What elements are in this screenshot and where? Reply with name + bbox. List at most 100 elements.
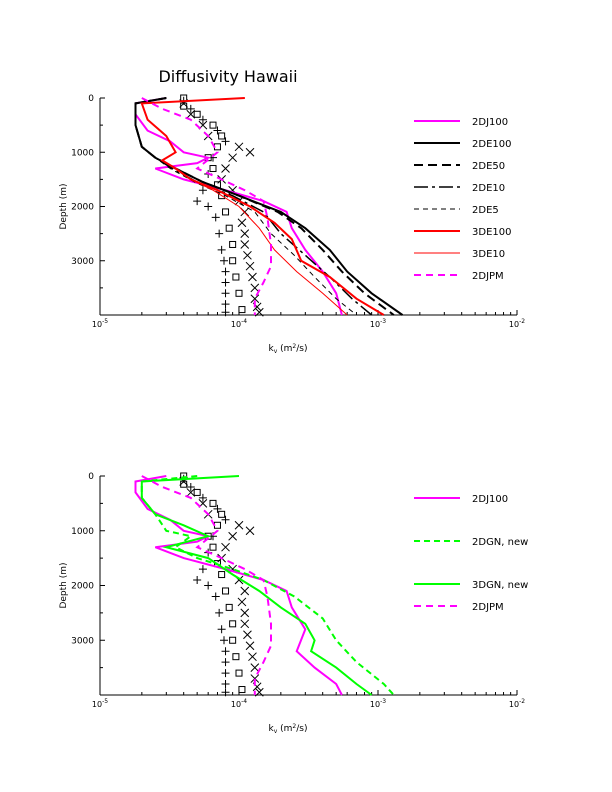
obs-square-marker xyxy=(225,603,233,611)
obs-plus-marker xyxy=(221,658,230,667)
obs-plus-marker xyxy=(204,581,213,590)
legend-label: 2DE10 xyxy=(472,183,505,194)
obs-plus-marker xyxy=(221,267,230,276)
series-line-2de50 xyxy=(134,97,395,316)
obs-cross-marker xyxy=(234,142,244,152)
x-tick-label: 10-4 xyxy=(231,698,247,709)
obs-square-marker xyxy=(209,543,217,551)
obs-plus-marker xyxy=(186,482,195,491)
obs-cross-marker xyxy=(245,641,255,651)
y-tick-label: 2000 xyxy=(71,582,94,592)
obs-plus-marker xyxy=(220,256,229,265)
obs-square-marker xyxy=(225,224,233,232)
obs-cross-marker xyxy=(186,488,196,497)
obs-square-marker xyxy=(229,636,237,644)
x-tick-label: 10-3 xyxy=(370,698,386,709)
obs-square-marker xyxy=(222,208,230,216)
legend-label: 2DJPM xyxy=(472,602,504,613)
obs-plus-marker xyxy=(198,565,207,574)
obs-cross-marker xyxy=(240,619,250,629)
obs-plus-marker xyxy=(221,308,230,317)
obs-plus-marker xyxy=(193,576,202,585)
obs-square-marker xyxy=(209,499,217,507)
obs-cross-marker xyxy=(228,531,237,541)
obs-square-marker xyxy=(209,121,217,129)
obs-cross-marker xyxy=(243,630,252,640)
legend-label: 2DJ100 xyxy=(472,494,508,505)
obs-plus-marker xyxy=(213,504,222,513)
obs-plus-marker xyxy=(221,647,230,656)
legend-label: 2DE50 xyxy=(472,161,505,172)
obs-plus-marker xyxy=(217,625,226,634)
obs-cross-marker xyxy=(234,520,244,530)
series-line-2djpm xyxy=(141,475,272,695)
chart-title: Diffusivity Hawaii xyxy=(158,67,297,86)
legend-label: 2DE5 xyxy=(472,205,499,216)
y-tick-label: 0 xyxy=(88,472,94,482)
obs-cross-marker xyxy=(240,229,250,238)
y-tick-label: 3000 xyxy=(71,636,94,646)
obs-plus-marker xyxy=(220,636,229,645)
obs-cross-marker xyxy=(245,147,255,157)
obs-cross-marker xyxy=(240,586,250,596)
obs-square-marker xyxy=(229,257,237,265)
obs-cross-marker xyxy=(250,674,260,683)
y-tick-label: 3000 xyxy=(71,257,94,267)
obs-plus-marker xyxy=(221,669,230,678)
obs-plus-marker xyxy=(215,229,224,238)
obs-cross-marker xyxy=(248,272,257,282)
obs-plus-marker xyxy=(221,300,230,309)
obs-plus-marker xyxy=(221,137,230,146)
bottom-chart-panel: 0 1000 2000 3000 10-5 10-4 10-3 10-2 kv (m2/s) De… xyxy=(59,472,528,735)
x-axis-label: kv (m2/s) xyxy=(269,343,308,355)
obs-square-marker xyxy=(209,165,217,173)
obs-cross-marker xyxy=(221,164,230,173)
x-tick-label: 10-4 xyxy=(231,318,247,329)
legend-label: 2DGN, new xyxy=(472,537,528,548)
y-tick-label: 2000 xyxy=(71,203,94,213)
obs-cross-marker xyxy=(245,526,255,536)
series-line-2dj100 xyxy=(134,475,343,696)
legend-label: 3DE100 xyxy=(472,227,511,238)
obs-cross-marker xyxy=(248,652,257,662)
obs-square-marker xyxy=(238,306,246,314)
obs-cross-marker xyxy=(245,261,255,271)
x-tick-label: 10-5 xyxy=(92,698,108,709)
obs-plus-marker xyxy=(211,213,220,222)
obs-square-marker xyxy=(180,480,188,488)
series-line-3de10 xyxy=(141,97,348,316)
obs-plus-marker xyxy=(198,115,207,124)
obs-plus-marker xyxy=(221,278,230,287)
obs-square-marker xyxy=(218,571,226,579)
obs-square-marker xyxy=(218,510,226,518)
obs-square-marker xyxy=(193,110,201,118)
obs-square-marker xyxy=(222,587,230,595)
y-tick-label: 1000 xyxy=(71,527,94,537)
legend-label: 3DGN, new xyxy=(472,580,528,591)
obs-cross-marker xyxy=(243,250,252,260)
obs-square-marker xyxy=(193,488,201,496)
y-axis-label: Depth (m) xyxy=(59,562,69,608)
series-line-2djpm xyxy=(141,97,272,315)
obs-plus-marker xyxy=(221,289,230,298)
obs-square-marker xyxy=(180,102,188,110)
obs-plus-marker xyxy=(217,245,226,254)
x-tick-label: 10-3 xyxy=(370,318,386,329)
y-axis-label: Depth (m) xyxy=(59,183,69,229)
obs-cross-marker xyxy=(186,109,196,119)
obs-square-marker xyxy=(232,273,240,281)
obs-plus-marker xyxy=(221,515,230,524)
x-tick-label: 10-2 xyxy=(509,318,525,329)
obs-square-marker xyxy=(235,669,243,677)
obs-plus-marker xyxy=(193,197,202,206)
obs-cross-marker xyxy=(254,687,264,697)
obs-plus-marker xyxy=(213,126,222,135)
obs-cross-marker xyxy=(228,153,237,163)
obs-cross-marker xyxy=(237,597,247,607)
obs-cross-marker xyxy=(250,663,260,672)
obs-plus-marker xyxy=(215,608,224,617)
obs-plus-marker xyxy=(221,680,230,689)
top-chart-panel: 0 1000 2000 3000 10-5 10-4 10-3 10-2 kv (m2/s) De… xyxy=(59,94,525,355)
series-line-2dj100 xyxy=(134,97,343,316)
